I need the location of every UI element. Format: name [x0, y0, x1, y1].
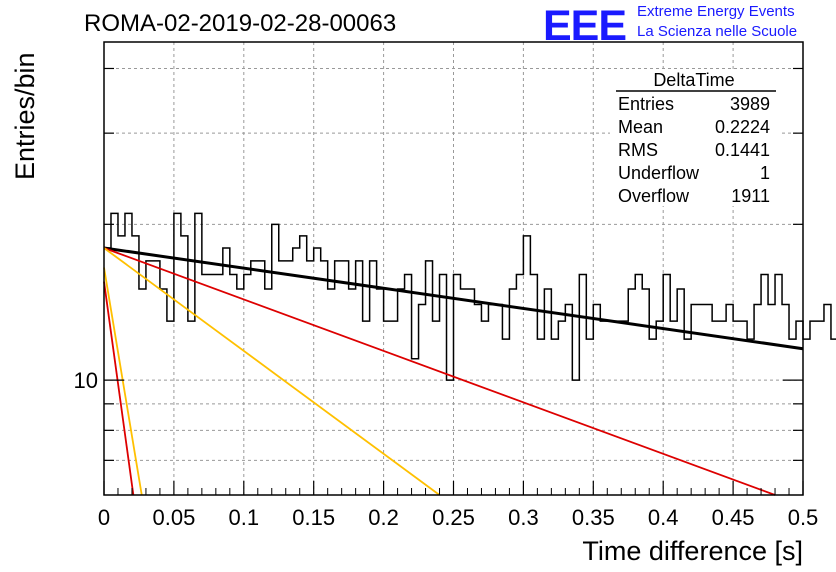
stats-mean-label: Mean — [618, 117, 663, 137]
histogram-series — [104, 212, 836, 381]
axis-tick-labels: 0 0.05 0.1 0.15 0.2 0.25 0.3 0.35 0.4 0.45 0.5 10 — [74, 368, 819, 530]
fit-curve-red-4 — [103, 281, 135, 496]
histogram-layer — [104, 212, 836, 381]
logo-caption-line-2: La Scienza nelle Scuole — [637, 23, 798, 40]
logo-caption-line-1: Extreme Energy Events — [637, 3, 795, 20]
axis-ticks — [103, 67, 804, 495]
stats-underflow-value: 1 — [760, 163, 770, 183]
fit-curve-red-1 — [103, 247, 776, 496]
run-title: ROMA-02-2019-02-28-00063 — [84, 10, 397, 37]
stats-overflow-value: 1911 — [731, 186, 770, 206]
x-axis-label: Time difference [s] — [582, 536, 803, 566]
x-tick-label: 0.35 — [572, 505, 615, 530]
fit-curve-yellow-2 — [103, 247, 441, 496]
stats-rms-label: RMS — [618, 140, 658, 160]
x-tick-label: 0.2 — [368, 505, 399, 530]
x-tick-label: 0.1 — [229, 505, 260, 530]
stats-entries-value: 3989 — [730, 94, 770, 114]
x-tick-label: 0.45 — [712, 505, 755, 530]
stats-box-title: DeltaTime — [653, 70, 734, 90]
x-tick-label: 0.4 — [648, 505, 679, 530]
y-tick-label: 10 — [74, 368, 98, 393]
stats-overflow-label: Overflow — [618, 186, 690, 206]
x-tick-label: 0.05 — [152, 505, 195, 530]
x-tick-label: 0.15 — [292, 505, 335, 530]
stats-rms-value: 0.1441 — [715, 140, 770, 160]
stats-box: DeltaTime Entries 3989 Mean 0.2224 RMS 0… — [610, 70, 780, 206]
stats-entries-label: Entries — [618, 94, 674, 114]
fit-curve-yellow-3 — [103, 267, 143, 496]
fit-curves-layer — [103, 246, 804, 496]
stats-underflow-label: Underflow — [618, 163, 700, 183]
y-axis-label: Entries/bin — [10, 52, 40, 180]
fit-curve-black-0 — [103, 246, 804, 351]
x-tick-label: 0.25 — [432, 505, 475, 530]
x-tick-label: 0.5 — [788, 505, 819, 530]
stats-mean-value: 0.2224 — [715, 117, 770, 137]
x-tick-label: 0.3 — [508, 505, 539, 530]
x-tick-label: 0 — [98, 505, 110, 530]
stats-box-background — [610, 70, 780, 206]
